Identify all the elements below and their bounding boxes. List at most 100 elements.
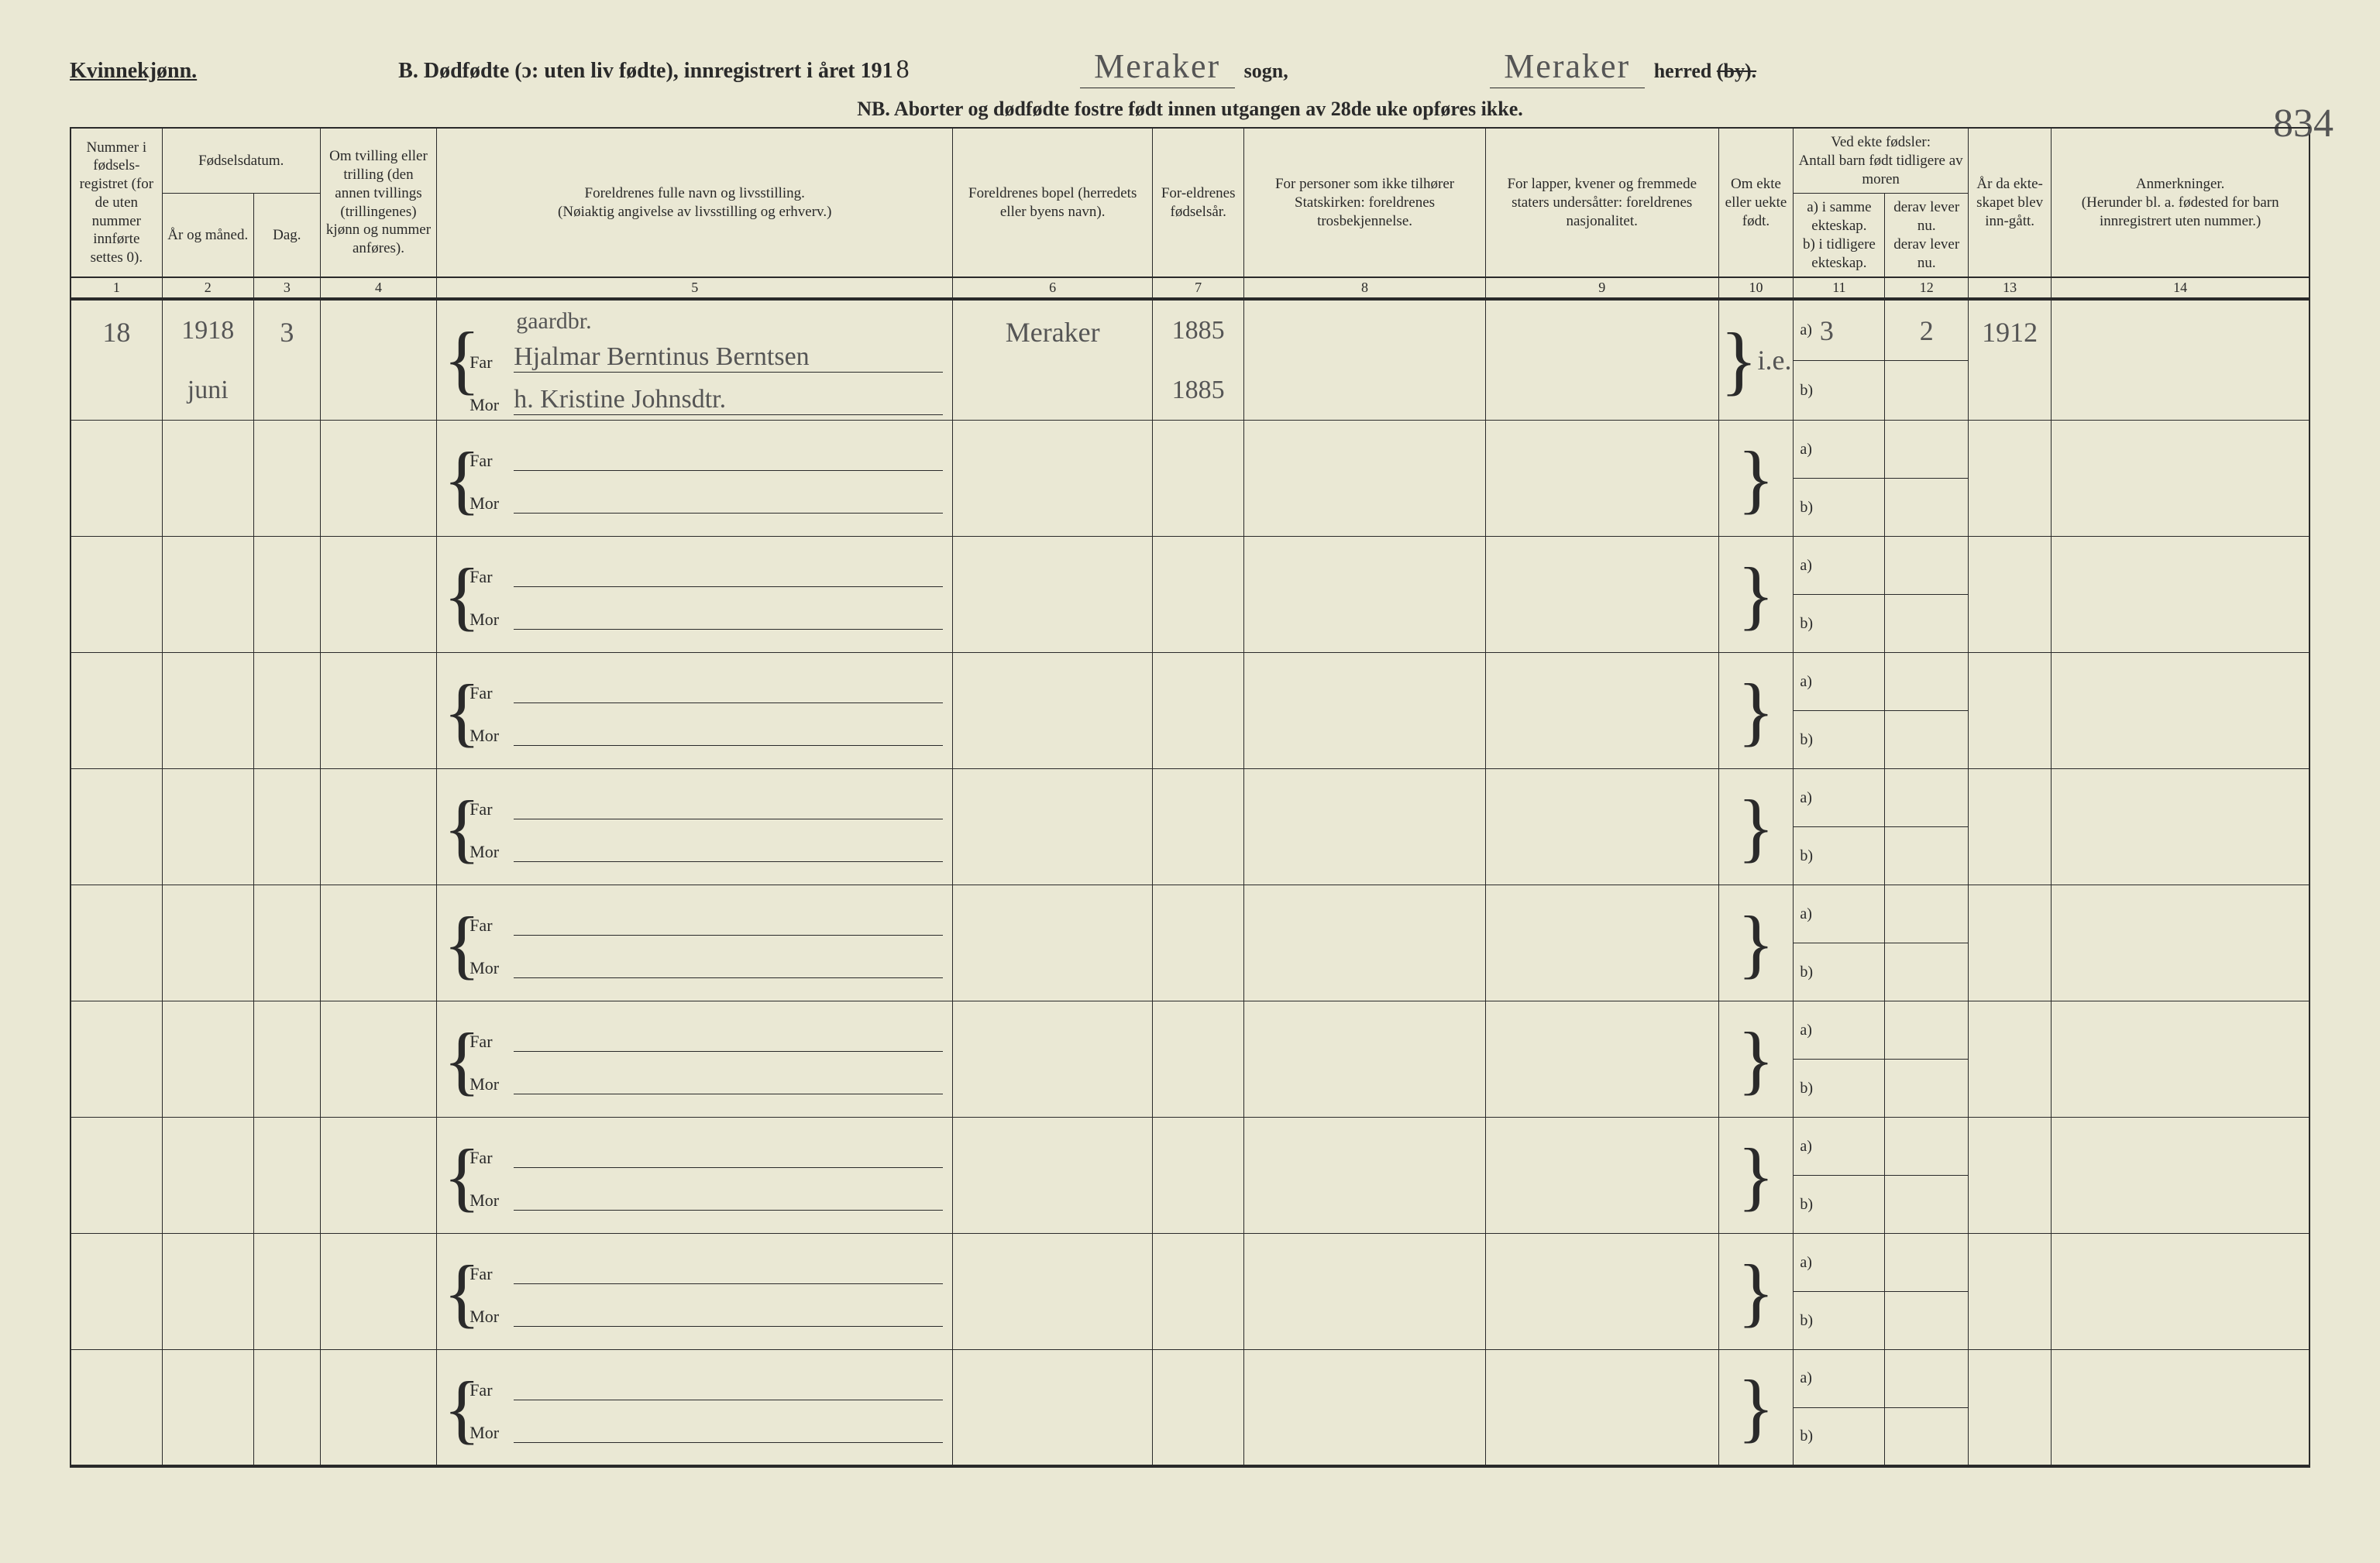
herred-label: herred (by).: [1654, 60, 1756, 83]
table-row: {FarMor}a)b): [71, 769, 2309, 885]
cell-c7: [1153, 421, 1244, 537]
cell-c13: [1968, 769, 2051, 885]
cell-c5: {FarMor: [437, 769, 953, 885]
cell-c13: [1968, 1118, 2051, 1234]
col-number-13: 13: [1968, 277, 2051, 299]
cell-c6: [953, 1118, 1153, 1234]
cell-c8: [1244, 299, 1486, 421]
col-10-header: Om ekte eller uekte født.: [1718, 129, 1794, 277]
table-body: 181918juni3{gaardbr.FarHjalmar Berntinus…: [71, 299, 2309, 1466]
b-label: b): [1800, 1312, 1813, 1330]
cell-c12: [1885, 769, 1968, 885]
cell-c1: [71, 885, 162, 1001]
cell-c14: [2052, 1350, 2309, 1466]
cell-c10: }i.e.: [1718, 299, 1794, 421]
brace-right-icon: }: [1737, 905, 1774, 982]
brace-right-icon: }: [1737, 1253, 1774, 1331]
cell-c13: [1968, 1001, 2051, 1118]
cell-c4: [320, 537, 436, 653]
cell-c9: [1485, 1234, 1718, 1350]
col-number-11: 11: [1794, 277, 1885, 299]
cell-c3: [253, 421, 320, 537]
cell-c2: [162, 885, 253, 1001]
cell-c9: [1485, 299, 1718, 421]
column-number-row: 1234567891011121314: [71, 277, 2309, 299]
brace-left-icon: {: [443, 1254, 480, 1331]
cell-c14: [2052, 1234, 2309, 1350]
b-label: b): [1800, 382, 1813, 400]
sogn-block: Meraker sogn,: [1080, 46, 1288, 88]
table-row: {FarMor}a)b): [71, 653, 2309, 769]
col-6-header: Foreldrenes bopel (herredets eller byens…: [953, 129, 1153, 277]
far-value: [514, 702, 943, 703]
brace-left-icon: {: [443, 321, 480, 398]
table-row: 181918juni3{gaardbr.FarHjalmar Berntinus…: [71, 299, 2309, 421]
cell-c8: [1244, 1350, 1486, 1466]
cell-c14: [2052, 537, 2309, 653]
brace-left-icon: {: [443, 1138, 480, 1215]
col-number-3: 3: [253, 277, 320, 299]
cell-c7: [1153, 1001, 1244, 1118]
header-row: Kvinnekjønn. B. Dødfødte (ɔ: uten liv fø…: [70, 46, 2310, 88]
cell-c2: [162, 537, 253, 653]
table-row: {FarMor} a)b): [71, 1234, 2309, 1350]
col-2-3-group: Fødselsdatum.: [162, 129, 320, 194]
cell-c1: 18: [71, 299, 162, 421]
cell-c5: {FarMor: [437, 1234, 953, 1350]
col-number-12: 12: [1885, 277, 1968, 299]
cell-c13: [1968, 1234, 2051, 1350]
cell-c2: [162, 1001, 253, 1118]
mor-value: [514, 745, 943, 746]
cell-c2: [162, 421, 253, 537]
far-value: [514, 1051, 943, 1052]
col-number-9: 9: [1485, 277, 1718, 299]
brace-left-icon: {: [443, 441, 480, 518]
cell-c13: 1912: [1968, 299, 2051, 421]
table-header: Nummer i fødsels-registret (for de uten …: [71, 129, 2309, 299]
col-11-header: a) i samme ekteskap. b) i tidligere ekte…: [1794, 194, 1885, 278]
cell-c14: [2052, 1118, 2309, 1234]
register-page: Kvinnekjønn. B. Dødfødte (ɔ: uten liv fø…: [70, 46, 2310, 1532]
cell-c6: [953, 1350, 1153, 1466]
table-row: {FarMor}a)b): [71, 537, 2309, 653]
cell-c3: [253, 653, 320, 769]
cell-c3: [253, 885, 320, 1001]
cell-c2: [162, 769, 253, 885]
cell-c7: [1153, 769, 1244, 885]
cell-c14: [2052, 421, 2309, 537]
far-value: Hjalmar Berntinus Berntsen: [514, 342, 943, 373]
far-value: [514, 935, 943, 936]
col-number-10: 10: [1718, 277, 1794, 299]
cell-c11: a) b): [1794, 885, 1885, 1001]
far-value: [514, 470, 943, 471]
cell-c10: }: [1718, 653, 1794, 769]
cell-c11: a)3b): [1794, 299, 1885, 421]
cell-c2: [162, 1118, 253, 1234]
cell-c9: [1485, 653, 1718, 769]
cell-c12: [1885, 1350, 1968, 1466]
cell-c9: [1485, 885, 1718, 1001]
cell-c14: [2052, 299, 2309, 421]
brace-right-icon: }: [1737, 440, 1774, 517]
cell-c7: [1153, 537, 1244, 653]
cell-c3: [253, 769, 320, 885]
a-label: a): [1800, 905, 1812, 923]
cell-c3: [253, 1118, 320, 1234]
a-label: a): [1800, 789, 1812, 807]
col-9-header: For lapper, kvener og fremmede staters u…: [1485, 129, 1718, 277]
sogn-value: Meraker: [1080, 46, 1235, 88]
brace-right-icon: }: [1737, 556, 1774, 634]
cell-c10: }: [1718, 1001, 1794, 1118]
cell-c3: [253, 537, 320, 653]
brace-left-icon: {: [443, 557, 480, 634]
cell-c3: [253, 1001, 320, 1118]
a-label: a): [1800, 557, 1812, 575]
cell-c7: [1153, 1234, 1244, 1350]
gender-heading: Kvinnekjønn.: [70, 59, 197, 84]
cell-c4: [320, 1118, 436, 1234]
b-label: b): [1800, 964, 1813, 981]
cell-c4: [320, 1350, 436, 1466]
cell-c9: [1485, 537, 1718, 653]
col-13-header: År da ekte-skapet blev inn-gått.: [1968, 129, 2051, 277]
cell-c11: a)b): [1794, 1234, 1885, 1350]
